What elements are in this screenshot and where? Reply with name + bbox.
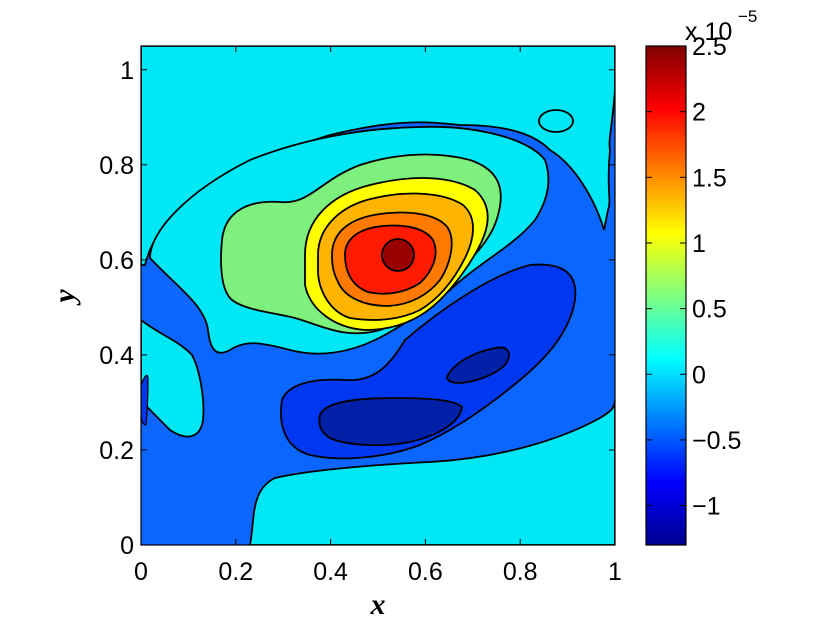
y-axis-label: y (48, 289, 81, 306)
colorbar-ticks: 2.5 2 1.5 1 0.5 0 −0.5 −1 (646, 33, 741, 521)
colorbar-tick-label: 1.5 (692, 164, 727, 192)
x-axis-label: x (370, 588, 386, 621)
contour-left-cyan-lobe (141, 318, 205, 438)
contour-blue-left-edge (141, 374, 149, 426)
colorbar-tick-label: 0.5 (692, 296, 727, 324)
x-tick-label: 0.8 (503, 558, 538, 586)
contour-bottom-cyan-band (249, 399, 615, 545)
plot-area (141, 46, 615, 545)
colorbar-tick-label: 1 (692, 230, 706, 258)
x-tick-label: 0.4 (313, 558, 348, 586)
y-tick-label: 0.2 (99, 437, 134, 465)
x-tick-label: 1 (608, 558, 622, 586)
colorbar-tick-label: 2 (692, 99, 706, 127)
y-axis-ticks: 0 0.2 0.4 0.6 0.8 1 (99, 57, 615, 560)
x-tick-label: 0.2 (218, 558, 253, 586)
y-tick-label: 0.4 (99, 342, 134, 370)
y-tick-label: 0 (120, 532, 134, 560)
colorbar-exponent: −5 (738, 7, 757, 26)
y-tick-label: 0.8 (99, 152, 134, 180)
colorbar-tick-label: 2.5 (692, 33, 727, 61)
colorbar-tick-label: −1 (692, 493, 721, 521)
x-tick-label: 0 (134, 558, 148, 586)
colorbar (645, 45, 687, 546)
colorbar-tick-label: 0 (692, 361, 706, 389)
plot-frame (140, 45, 616, 546)
colorbar-tick-label: −0.5 (692, 427, 741, 455)
contour-deep-blue-upper (446, 346, 510, 384)
y-tick-label: 0.6 (99, 247, 134, 275)
y-tick-label: 1 (120, 57, 134, 85)
x-axis-ticks: 0 0.2 0.4 0.6 0.8 1 (134, 46, 622, 586)
contour-deep-blue-lower (318, 397, 463, 447)
contour-small-cyan-blob (538, 109, 574, 133)
x-tick-label: 0.6 (408, 558, 443, 586)
contour-max-peak (381, 238, 415, 272)
colorbar-exponent-label: x 10 (685, 18, 732, 46)
